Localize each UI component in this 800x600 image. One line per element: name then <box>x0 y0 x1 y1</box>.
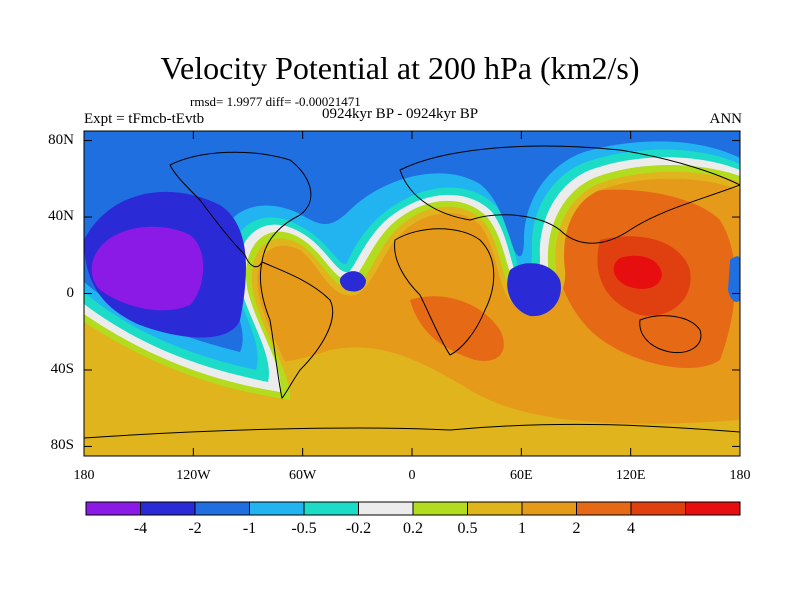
coast-eurasia <box>399 145 740 244</box>
coast-africa <box>394 228 495 356</box>
colorbar <box>85 501 741 516</box>
lat-label: 80N <box>48 131 74 148</box>
field-indian-low <box>507 263 561 317</box>
colorbar-label: -2 <box>188 520 202 537</box>
lon-label: 0 <box>408 468 416 483</box>
lon-label: 60E <box>510 468 533 483</box>
colorbar-swatch <box>249 501 305 516</box>
coast-australia <box>639 315 702 354</box>
colorbar-swatch <box>467 501 523 516</box>
colorbar-swatch <box>358 501 414 516</box>
lon-label: 120W <box>176 468 211 483</box>
colorbar-swatch <box>194 501 250 516</box>
field-positive-africa <box>410 296 504 361</box>
experiment-label: Expt = tFmcb-tEvtb <box>84 111 205 127</box>
colorbar-swatch <box>685 501 741 516</box>
colorbar-label: 0.5 <box>457 520 478 537</box>
colorbar-swatch <box>85 501 141 516</box>
coast-north-america <box>169 151 312 268</box>
colorbar-swatch <box>303 501 359 516</box>
map-field <box>84 131 740 456</box>
colorbar-swatch <box>521 501 577 516</box>
colorbar-swatch <box>140 501 196 516</box>
period-label: 0924kyr BP - 0924kyr BP <box>321 106 479 122</box>
colorbar-swatch <box>630 501 686 516</box>
colorbar-swatch <box>576 501 632 516</box>
field-min-pacific <box>91 226 204 311</box>
lat-label: 40N <box>48 208 74 225</box>
lat-label: 40S <box>50 360 74 377</box>
colorbar-swatch <box>412 501 468 516</box>
axis-ticks <box>83 131 741 456</box>
colorbar-label: -1 <box>242 520 257 537</box>
colorbar-label: 0.2 <box>403 520 423 537</box>
lat-label: 80S <box>50 437 74 454</box>
field-atlantic-low <box>339 271 366 292</box>
field-blue <box>84 131 740 352</box>
coast-antarctica <box>84 423 740 439</box>
coastlines <box>84 145 740 439</box>
lon-label: 60W <box>289 468 317 483</box>
field-max <box>613 255 662 289</box>
stats-text: rmsd= 1.9977 diff= -0.00021471 <box>190 94 361 109</box>
field-east-edge <box>728 256 740 302</box>
colorbar-label: -4 <box>133 520 148 537</box>
season-label: ANN <box>709 111 743 127</box>
lat-label: 0 <box>66 284 75 301</box>
colorbar-label: 1 <box>518 520 526 537</box>
lon-label: 120E <box>615 468 646 483</box>
coast-south-america <box>259 261 334 399</box>
figure-title: Velocity Potential at 200 hPa (km2/s) <box>160 50 640 86</box>
lon-label: 180 <box>73 468 95 483</box>
lon-label: 180 <box>729 468 751 483</box>
colorbar-label: 2 <box>572 520 581 537</box>
colorbar-label: 4 <box>627 520 635 537</box>
colorbar-label: -0.2 <box>345 520 372 537</box>
colorbar-label: -0.5 <box>291 520 317 537</box>
